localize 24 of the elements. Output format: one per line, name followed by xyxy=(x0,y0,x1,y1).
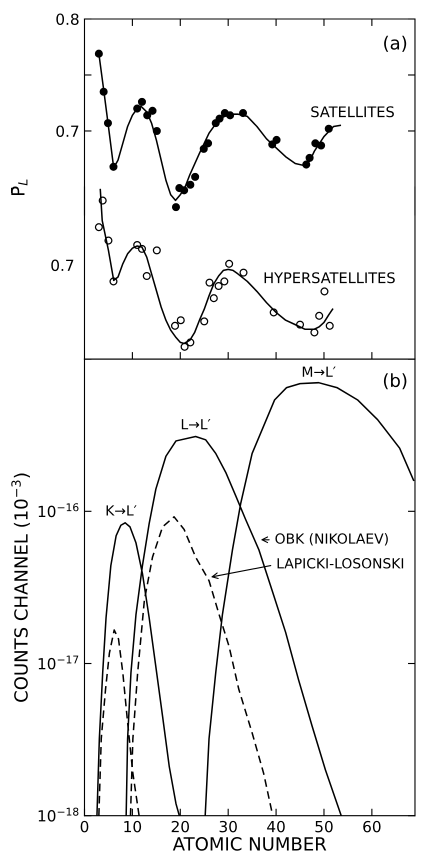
annotation: SATELLITES xyxy=(311,106,394,118)
y-tick-label: 0.8 xyxy=(56,13,79,26)
x-tick-label: 10 xyxy=(124,820,142,832)
y-tick-label: 10$^{−17}$ xyxy=(38,656,78,670)
y-tick-label: 0.7 xyxy=(56,125,78,137)
annotation: M→L′ xyxy=(302,366,336,377)
annotation: K→L′ xyxy=(106,505,137,516)
x-tick-label: 20 xyxy=(172,820,189,832)
annotation: (b) xyxy=(384,373,406,390)
y-axis-title: COUNTS CHANNEL (10$^{−3}$) xyxy=(11,474,30,702)
y-tick-label: 10$^{−18}$ xyxy=(38,808,78,822)
annotation: HYPERSATELLITES xyxy=(264,272,395,284)
annotation: OBK (NIKOLAEV) xyxy=(275,533,388,546)
y-axis-title: P̄$_{L}$ xyxy=(11,179,28,196)
annotation: L→L′ xyxy=(182,419,210,430)
x-tick-label: 60 xyxy=(363,820,381,832)
x-tick-label: 30 xyxy=(220,820,237,832)
x-tick-label: 0 xyxy=(80,820,88,832)
y-tick-label: 10$^{−16}$ xyxy=(38,503,78,518)
annotation: LAPICKI-LOSONSKI xyxy=(278,558,404,569)
annotation: (a) xyxy=(384,36,406,52)
x-tick-label: 40 xyxy=(267,820,285,832)
x-tick-label: 50 xyxy=(315,820,333,832)
x-axis-title: ATOMIC NUMBER xyxy=(172,837,326,851)
